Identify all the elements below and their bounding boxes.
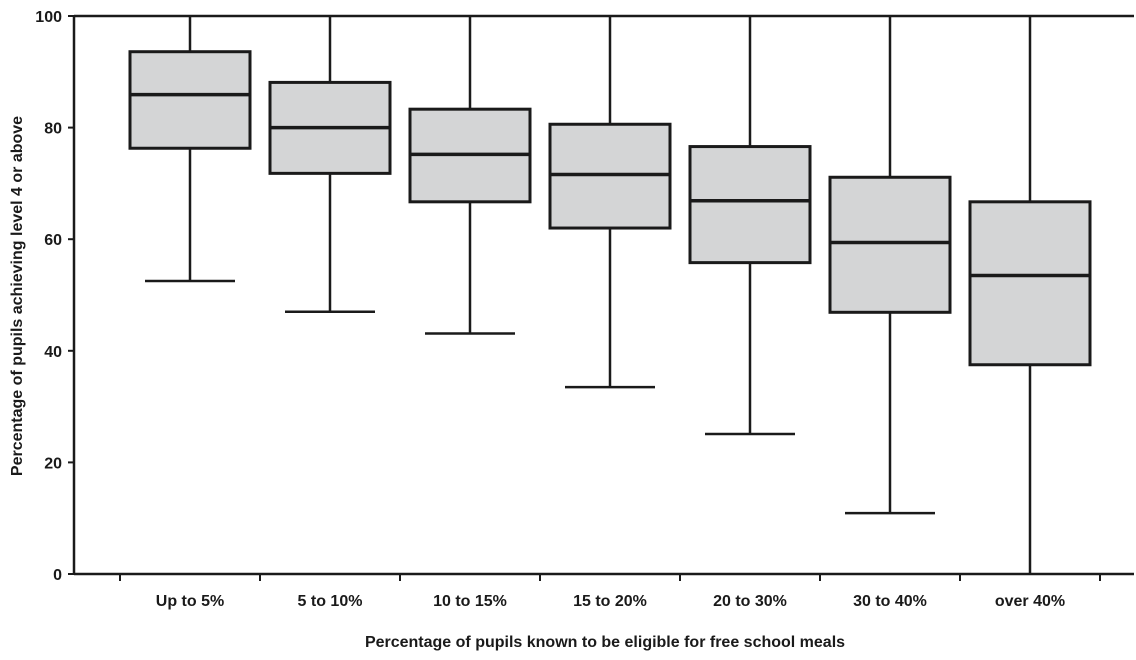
box-group-4 xyxy=(688,16,812,436)
y-tick-label-100: 100 xyxy=(35,9,62,26)
iqr-box xyxy=(128,50,252,150)
box-group-1 xyxy=(268,16,392,313)
box-group-3 xyxy=(548,16,672,389)
box-group-6 xyxy=(968,16,1092,574)
box-group-2 xyxy=(408,16,532,335)
y-tick-label-20: 20 xyxy=(44,455,62,472)
y-tick-label-0: 0 xyxy=(53,567,62,584)
y-tick-label-80: 80 xyxy=(44,121,62,138)
iqr-box xyxy=(828,175,952,314)
x-tick-label-2: 10 to 15% xyxy=(433,593,507,610)
box-group-5 xyxy=(828,16,952,515)
x-tick-label-1: 5 to 10% xyxy=(298,593,363,610)
y-axis-title: Percentage of pupils achieving level 4 o… xyxy=(9,116,26,476)
y-tick-label-60: 60 xyxy=(44,232,62,249)
axes xyxy=(68,14,1134,581)
y-tick-label-40: 40 xyxy=(44,344,62,361)
boxes xyxy=(128,16,1092,574)
box-group-0 xyxy=(128,16,252,283)
iqr-box xyxy=(968,200,1092,367)
x-tick-label-6: over 40% xyxy=(995,593,1065,610)
x-axis-title: Percentage of pupils known to be eligibl… xyxy=(365,634,845,651)
x-tick-label-3: 15 to 20% xyxy=(573,593,647,610)
labels: 0 20 40 60 80 100 Up to 5% 5 to 10% 10 to 15% 15 … xyxy=(35,9,1065,610)
x-tick-label-0: Up to 5% xyxy=(156,593,224,610)
x-tick-label-4: 20 to 30% xyxy=(713,593,787,610)
x-tick-label-5: 30 to 40% xyxy=(853,593,927,610)
iqr-box xyxy=(688,145,812,265)
